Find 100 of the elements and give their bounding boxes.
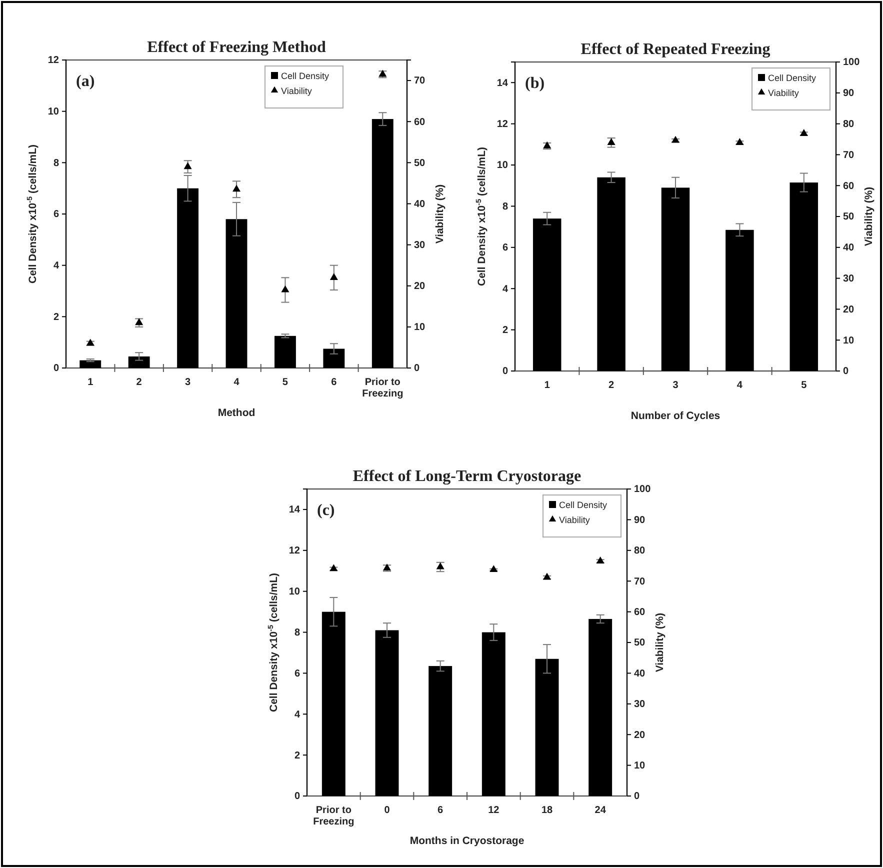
x-tick-label: 2 [136, 377, 142, 388]
x-tick-label: 4 [234, 377, 240, 388]
y2-tick-label: 30 [414, 240, 426, 251]
y-tick-label: 14 [496, 78, 508, 89]
y2-tick-label: 0 [414, 363, 420, 374]
point [184, 162, 192, 170]
y-tick-label: 6 [502, 242, 508, 254]
y-tick-label: 12 [288, 546, 300, 557]
y-tick-label: 2 [294, 750, 300, 762]
point [330, 564, 338, 572]
y-tick-label: 6 [294, 668, 300, 680]
y-tick-label: 6 [53, 209, 60, 220]
bar [428, 666, 452, 796]
x-tick-label: 6 [438, 805, 444, 816]
y-tick-label: 8 [502, 201, 508, 212]
bar [322, 612, 346, 796]
bar [661, 188, 690, 371]
y-tick-label: 10 [288, 586, 300, 598]
x-tick-label: 12 [488, 805, 500, 816]
y-tick-label: 2 [502, 325, 508, 336]
y2-tick-label: 80 [634, 546, 646, 557]
y-tick-label: 0 [502, 366, 508, 378]
y2-tick-label: 30 [843, 274, 855, 284]
bar [726, 230, 754, 371]
y2-tick-label: 30 [634, 699, 646, 710]
point [436, 562, 444, 570]
y-tick-label: 12 [48, 55, 60, 66]
y-tick-label: 4 [53, 260, 60, 272]
y-tick-label: 10 [48, 106, 60, 118]
point [86, 338, 94, 346]
point [596, 556, 604, 564]
x-tick-label: 5 [801, 380, 808, 392]
x-tick-label: 3 [185, 377, 192, 388]
y-tick-label: 12 [496, 119, 508, 130]
y-tick-label: 8 [53, 158, 60, 169]
y-tick-label: 4 [502, 284, 508, 295]
point [542, 572, 552, 580]
legend-label: Viability [281, 86, 312, 96]
y-tick-label: 4 [294, 709, 300, 720]
y2-axis-title: Viability (%) [434, 184, 446, 244]
x-tick-label: 1 [544, 380, 550, 392]
bar [177, 188, 199, 368]
x-tick-label: Prior to Freezing [313, 805, 354, 828]
x-tick-label: 0 [384, 805, 390, 816]
bar [532, 218, 562, 371]
bar [482, 632, 506, 796]
y2-tick-label: 60 [843, 180, 855, 192]
legend-label: Viability [559, 515, 590, 525]
bar [535, 658, 559, 796]
y2-tick-label: 70 [634, 576, 646, 588]
y2-tick-label: 40 [843, 242, 855, 254]
bar [588, 618, 612, 796]
point [330, 273, 338, 280]
point [135, 318, 144, 326]
bar [597, 177, 626, 371]
legend-label: Cell Density [559, 500, 608, 510]
bar [790, 182, 818, 371]
x-tick-label: 3 [672, 380, 679, 392]
y2-tick-label: 50 [414, 158, 426, 169]
y2-tick-label: 40 [414, 198, 426, 210]
legend-label: Cell Density [281, 71, 330, 81]
y2-tick-label: 0 [843, 366, 849, 378]
y2-tick-label: 20 [634, 730, 646, 741]
y2-tick-label: 80 [843, 119, 855, 130]
annotation: (b) [525, 75, 545, 92]
y2-axis-title: Viability (%) [654, 612, 666, 672]
y2-tick-label: 70 [843, 150, 855, 161]
point [490, 565, 498, 572]
y2-tick-label: 20 [843, 304, 855, 316]
x-tick-label: 4 [736, 380, 743, 392]
bar [80, 360, 102, 368]
y2-tick-label: 100 [843, 57, 860, 68]
y2-tick-label: 40 [634, 668, 646, 680]
y2-tick-label: 0 [634, 791, 640, 802]
bar [323, 348, 345, 368]
annotation: (c) [317, 502, 335, 519]
y2-tick-label: 90 [843, 88, 855, 100]
y2-axis-title: Viability (%) [863, 186, 875, 246]
y-tick-label: 8 [294, 627, 300, 638]
y-tick-label: 0 [294, 791, 300, 802]
y2-tick-label: 50 [843, 212, 855, 223]
x-tick-label: 2 [608, 380, 615, 392]
point [232, 184, 241, 192]
x-tick-label: 24 [594, 805, 606, 816]
bar [226, 219, 248, 368]
bar [372, 119, 394, 368]
y2-tick-label: 90 [634, 514, 646, 526]
chart-title: Effect of Long-Term Cryostorage [352, 468, 582, 485]
annotation: (a) [76, 73, 95, 90]
y-tick-label: 0 [53, 363, 60, 374]
legend-label: Viability [768, 88, 800, 98]
x-tick-label: 6 [331, 377, 338, 388]
legend-label: Cell Density [768, 73, 817, 83]
y2-tick-label: 60 [414, 116, 426, 128]
y-tick-label: 14 [288, 504, 300, 516]
x-tick-label: Prior to Freezing [362, 377, 404, 400]
point [281, 285, 290, 292]
bar [375, 630, 399, 796]
x-tick-label: 18 [541, 805, 553, 816]
chart-title: Effect of Repeated Freezing [580, 41, 770, 58]
